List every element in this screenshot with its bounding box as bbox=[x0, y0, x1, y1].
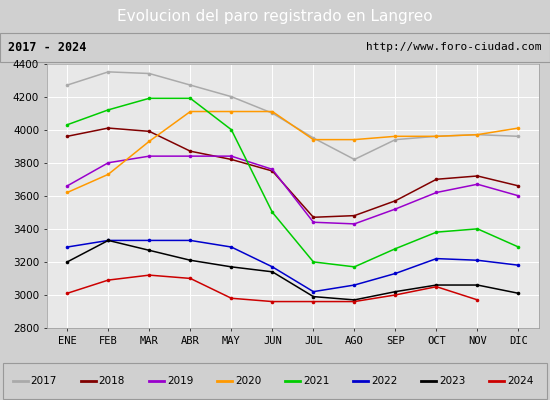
Text: 2019: 2019 bbox=[167, 376, 193, 386]
Text: 2024: 2024 bbox=[507, 376, 534, 386]
Text: Evolucion del paro registrado en Langreo: Evolucion del paro registrado en Langreo bbox=[117, 9, 433, 24]
Text: 2017 - 2024: 2017 - 2024 bbox=[8, 41, 87, 54]
Text: 2017: 2017 bbox=[31, 376, 57, 386]
Text: http://www.foro-ciudad.com: http://www.foro-ciudad.com bbox=[366, 42, 542, 52]
Text: 2023: 2023 bbox=[439, 376, 465, 386]
Text: 2018: 2018 bbox=[98, 376, 125, 386]
Text: 2021: 2021 bbox=[303, 376, 329, 386]
Text: 2020: 2020 bbox=[235, 376, 261, 386]
Text: 2022: 2022 bbox=[371, 376, 397, 386]
